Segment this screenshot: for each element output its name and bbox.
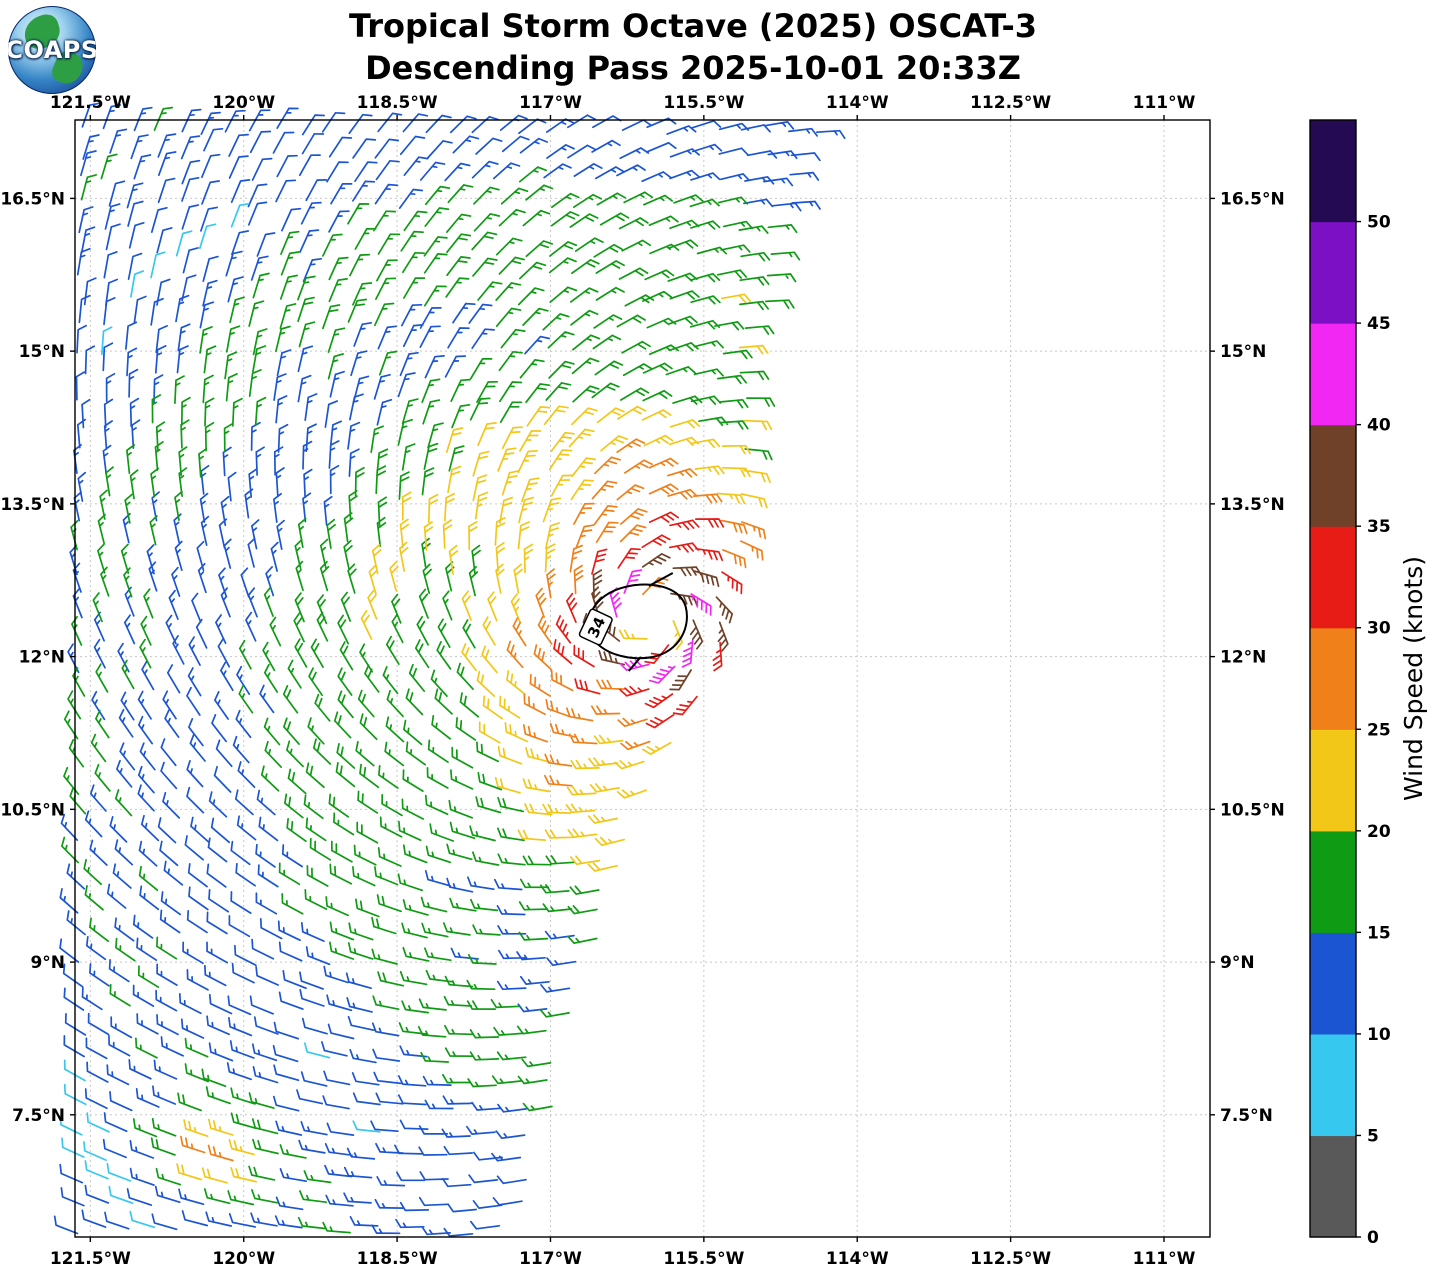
svg-text:40: 40 [1367,416,1391,436]
svg-text:5: 5 [1367,1126,1379,1146]
svg-text:15: 15 [1367,923,1391,943]
contour-label-34: 34 [578,608,613,646]
svg-text:13.5°N: 13.5°N [0,495,65,515]
svg-text:114°W: 114°W [826,1249,889,1264]
svg-text:15°N: 15°N [19,342,65,362]
wind-barbs [53,102,846,1237]
svg-text:25: 25 [1367,720,1391,740]
svg-text:9°N: 9°N [1220,953,1255,973]
title-line-2: Descending Pass 2025-10-01 20:33Z [365,48,1021,87]
svg-text:114°W: 114°W [826,93,889,113]
svg-text:20: 20 [1367,822,1391,842]
svg-text:10: 10 [1367,1025,1391,1045]
svg-text:111°W: 111°W [1133,1249,1196,1264]
svg-text:118.5°W: 118.5°W [357,1249,438,1264]
svg-text:15°N: 15°N [1220,342,1266,362]
logo-text: COAPS [8,36,96,64]
svg-text:13.5°N: 13.5°N [1220,495,1285,515]
svg-text:111°W: 111°W [1133,93,1196,113]
colorbar-label: Wind Speed (knots) [1399,556,1428,801]
svg-text:7.5°N: 7.5°N [12,1106,65,1126]
chart-title: Tropical Storm Octave (2025) OSCAT-3 Des… [0,6,1386,89]
wind-radius-contour: 34 [578,572,688,672]
svg-text:7.5°N: 7.5°N [1220,1106,1273,1126]
svg-text:35: 35 [1367,517,1391,537]
svg-text:115.5°W: 115.5°W [663,1249,744,1264]
svg-text:0: 0 [1367,1228,1379,1248]
title-line-1: Tropical Storm Octave (2025) OSCAT-3 [348,7,1038,45]
svg-text:112.5°W: 112.5°W [970,1249,1051,1264]
svg-text:118.5°W: 118.5°W [357,93,438,113]
svg-text:16.5°N: 16.5°N [0,189,65,209]
coaps-logo: COAPS [8,6,96,94]
axis-ticks-and-labels: 121.5°W 121.5°W 120°W 120°W 118.5°W 118.5°W 11… [0,93,1284,1264]
svg-text:9°N: 9°N [30,953,65,973]
svg-text:10.5°N: 10.5°N [0,800,65,820]
svg-text:121.5°W: 121.5°W [50,93,131,113]
svg-text:10.5°N: 10.5°N [1220,800,1285,820]
svg-text:16.5°N: 16.5°N [1220,189,1285,209]
plot-frame [74,119,1211,1238]
svg-text:45: 45 [1367,314,1391,334]
svg-text:12°N: 12°N [1220,648,1266,668]
svg-text:12°N: 12°N [19,648,65,668]
svg-text:115.5°W: 115.5°W [663,93,744,113]
svg-text:120°W: 120°W [212,93,275,113]
svg-text:30: 30 [1367,619,1391,639]
svg-text:112.5°W: 112.5°W [970,93,1051,113]
colorbar: 0 5 10 15 20 25 30 35 40 45 50 Wind Speed (knots) [1309,119,1428,1248]
svg-text:50: 50 [1367,213,1391,233]
svg-text:117°W: 117°W [519,93,582,113]
svg-text:117°W: 117°W [519,1249,582,1264]
gridlines [75,120,1210,1237]
svg-text:120°W: 120°W [212,1249,275,1264]
svg-text:121.5°W: 121.5°W [50,1249,131,1264]
